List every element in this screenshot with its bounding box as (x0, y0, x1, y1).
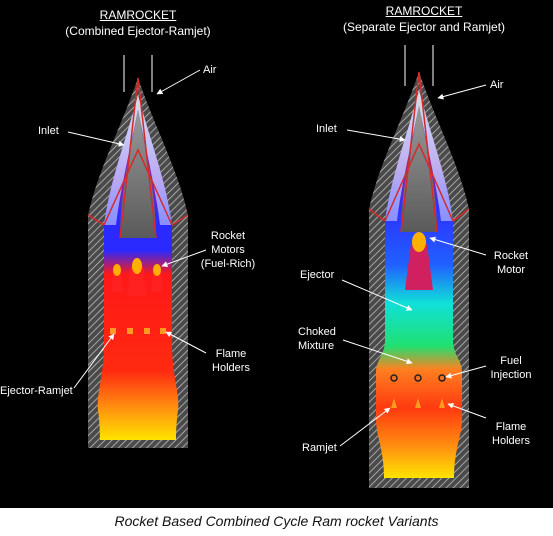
diagram-canvas: RAMROCKET (Combined Ejector-Ramjet) RAMR… (0, 0, 553, 508)
right-fuel-injectors (390, 374, 446, 382)
right-flame-holders (391, 398, 445, 408)
left-rocket-motors (111, 258, 163, 296)
right-label-rocket-motor: Rocket Motor (493, 250, 529, 276)
right-label-air: Air (490, 79, 504, 91)
right-rocket-motor (405, 232, 433, 290)
right-subtitle: (Separate Ejector and Ramjet) (342, 20, 506, 34)
left-label-air: Air (203, 64, 217, 76)
right-label-ramjet: Ramjet (302, 442, 337, 454)
ramrocket-diagrams (67, 45, 487, 488)
right-inlet-outline (368, 71, 470, 233)
left-subtitle: (Combined Ejector-Ramjet) (65, 24, 211, 38)
left-flame-holders (110, 328, 166, 334)
left-engine (87, 55, 189, 448)
right-label-inlet: Inlet (316, 123, 337, 135)
left-title: RAMROCKET (99, 8, 177, 22)
right-label-fuel-injection: Fuel Injection (490, 355, 532, 381)
left-inlet-outline (87, 77, 189, 239)
right-title: RAMROCKET (385, 4, 463, 18)
right-label-flame-holders: Flame Holders (492, 421, 530, 447)
left-label-flame-holders: Flame Holders (212, 348, 250, 374)
left-label-rocket-motors: Rocket Motors (Fuel-Rich) (200, 230, 256, 270)
right-engine (368, 45, 470, 488)
left-label-ejector-ramjet: Ejector-Ramjet (0, 385, 73, 397)
right-label-choked-mixture: Choked Mixture (298, 326, 336, 352)
leader-lines (67, 69, 487, 447)
left-label-inlet: Inlet (38, 125, 59, 137)
figure-caption: Rocket Based Combined Cycle Ram rocket V… (114, 513, 439, 529)
right-label-ejector: Ejector (300, 269, 335, 281)
right-center-spike (401, 106, 437, 232)
left-center-spike (120, 110, 156, 238)
